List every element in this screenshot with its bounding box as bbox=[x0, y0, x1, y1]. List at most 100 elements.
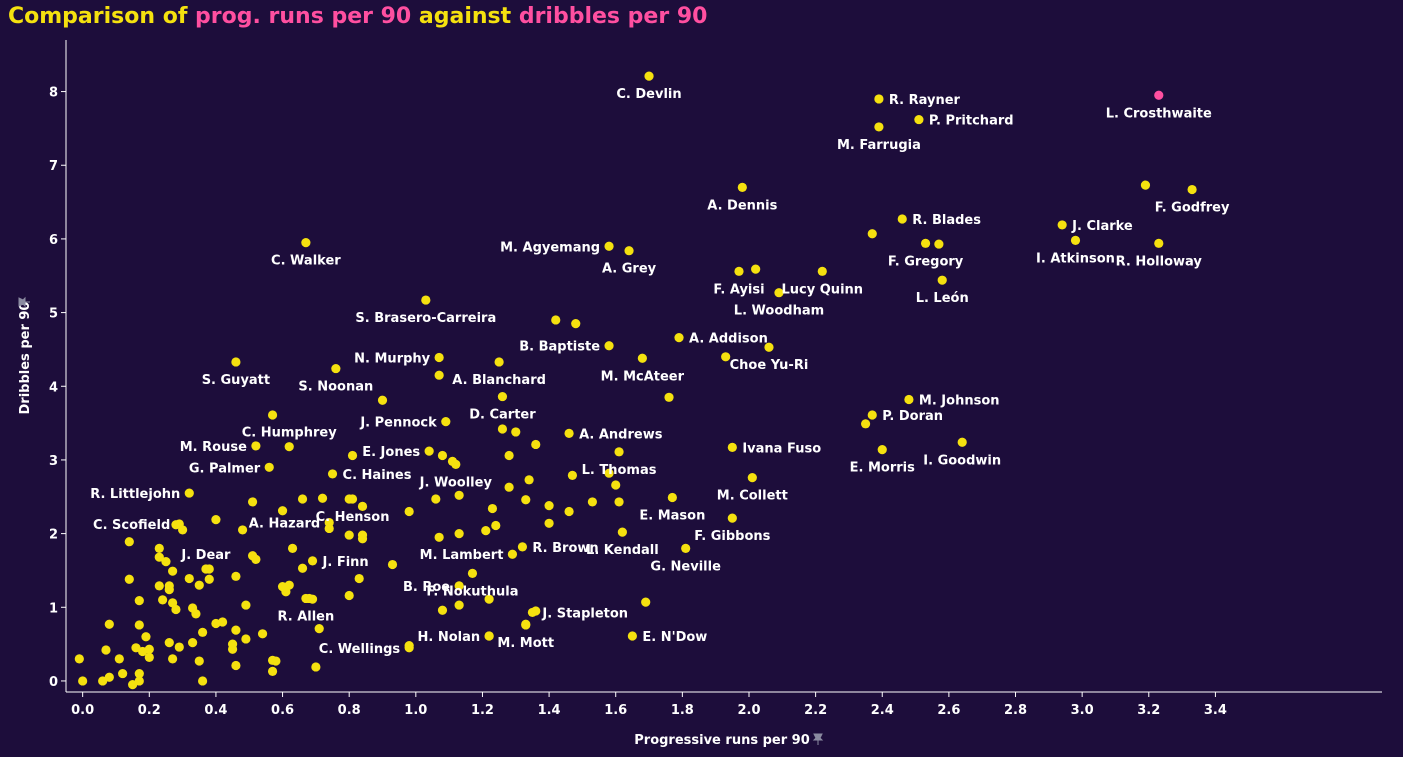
data-point-m-mcateer[interactable] bbox=[637, 353, 647, 363]
data-point[interactable] bbox=[484, 594, 494, 604]
data-point-ivana-fuso[interactable] bbox=[727, 442, 737, 453]
data-point[interactable] bbox=[1140, 180, 1151, 190]
data-point[interactable] bbox=[131, 643, 141, 653]
data-point[interactable] bbox=[144, 652, 154, 662]
data-point-e-mason[interactable] bbox=[667, 492, 677, 503]
data-point[interactable] bbox=[104, 672, 114, 682]
data-point[interactable] bbox=[281, 587, 291, 597]
data-point[interactable] bbox=[387, 559, 398, 570]
data-point[interactable] bbox=[454, 529, 464, 539]
data-point[interactable] bbox=[641, 597, 651, 607]
data-point-f-gregory[interactable] bbox=[920, 238, 931, 248]
data-point-m-collett[interactable] bbox=[747, 473, 757, 483]
data-point-p-doran[interactable] bbox=[867, 410, 877, 420]
data-point[interactable] bbox=[197, 676, 208, 686]
x-axis-pin-icon[interactable] bbox=[812, 733, 824, 745]
data-point[interactable] bbox=[184, 573, 194, 584]
data-point[interactable] bbox=[544, 501, 554, 511]
data-point[interactable] bbox=[481, 526, 491, 536]
data-point-a-dennis[interactable] bbox=[737, 182, 747, 192]
data-point-h-nolan[interactable] bbox=[484, 631, 494, 641]
data-point[interactable] bbox=[524, 475, 534, 485]
data-point-f-gibbons[interactable] bbox=[727, 513, 737, 523]
data-point[interactable] bbox=[174, 642, 184, 652]
data-point[interactable] bbox=[101, 645, 111, 655]
data-point[interactable] bbox=[604, 468, 614, 478]
data-point-lucy-quinn[interactable] bbox=[817, 266, 827, 276]
data-point[interactable] bbox=[114, 654, 124, 664]
data-point-f-ayisi[interactable] bbox=[734, 266, 744, 276]
data-point-l-le-n[interactable] bbox=[937, 275, 947, 285]
data-point-r-brown[interactable] bbox=[517, 542, 528, 552]
data-point[interactable] bbox=[171, 604, 181, 615]
data-point[interactable] bbox=[614, 497, 624, 507]
data-point[interactable] bbox=[154, 543, 164, 553]
data-point[interactable] bbox=[104, 619, 114, 629]
data-point-c-henson[interactable] bbox=[347, 494, 358, 504]
data-point[interactable] bbox=[934, 239, 944, 249]
data-point[interactable] bbox=[267, 655, 278, 665]
data-point-l-woodham[interactable] bbox=[774, 288, 784, 298]
data-point-c-walker[interactable] bbox=[301, 237, 311, 248]
data-point-a-blanchard[interactable] bbox=[494, 357, 504, 367]
data-point[interactable] bbox=[194, 580, 204, 590]
data-point-b-roe[interactable] bbox=[454, 581, 464, 591]
data-point[interactable] bbox=[867, 229, 877, 239]
data-point[interactable] bbox=[504, 450, 514, 461]
data-point[interactable] bbox=[134, 676, 144, 686]
data-point[interactable] bbox=[344, 590, 354, 601]
data-point-m-mott[interactable] bbox=[521, 620, 531, 630]
data-point[interactable] bbox=[267, 410, 278, 420]
data-point[interactable] bbox=[491, 520, 501, 531]
data-point[interactable] bbox=[297, 563, 308, 573]
data-point-d-carter[interactable] bbox=[497, 391, 508, 402]
data-point-r-littlejohn[interactable] bbox=[184, 488, 194, 498]
data-point[interactable] bbox=[124, 537, 134, 547]
data-point[interactable] bbox=[231, 625, 241, 635]
data-point[interactable] bbox=[134, 596, 144, 606]
data-point[interactable] bbox=[347, 450, 358, 461]
data-point[interactable] bbox=[564, 506, 574, 517]
data-point[interactable] bbox=[154, 552, 164, 562]
data-point[interactable] bbox=[317, 493, 328, 503]
data-point[interactable] bbox=[751, 264, 761, 274]
data-point-a-andrews[interactable] bbox=[564, 428, 574, 439]
data-point[interactable] bbox=[860, 419, 871, 429]
data-point[interactable] bbox=[434, 532, 444, 542]
data-point-m-lambert[interactable] bbox=[507, 549, 518, 559]
data-point[interactable] bbox=[134, 620, 144, 630]
data-point-a-grey[interactable] bbox=[624, 246, 634, 256]
data-point[interactable] bbox=[267, 666, 278, 676]
data-point[interactable] bbox=[231, 571, 241, 581]
data-point[interactable] bbox=[257, 629, 268, 639]
data-point-m-rouse[interactable] bbox=[251, 441, 261, 451]
data-point-g-palmer[interactable] bbox=[264, 462, 274, 472]
data-point[interactable] bbox=[251, 554, 261, 564]
data-point[interactable] bbox=[241, 600, 251, 610]
data-point-c-haines[interactable] bbox=[327, 469, 338, 479]
data-point[interactable] bbox=[227, 639, 238, 649]
data-point-e-morris[interactable] bbox=[877, 445, 887, 455]
data-point[interactable] bbox=[587, 497, 598, 507]
data-point[interactable] bbox=[211, 618, 221, 629]
data-point[interactable] bbox=[188, 638, 198, 648]
data-point[interactable] bbox=[188, 603, 198, 613]
data-point-f-nokuthula[interactable] bbox=[467, 568, 478, 578]
data-point[interactable] bbox=[231, 660, 241, 671]
data-point[interactable] bbox=[504, 482, 514, 492]
data-point-j-pennock[interactable] bbox=[441, 417, 451, 427]
data-point[interactable] bbox=[204, 574, 214, 584]
data-point-r-allen[interactable] bbox=[301, 593, 311, 604]
data-point-choe-yu-ri[interactable] bbox=[764, 342, 774, 352]
data-point[interactable] bbox=[247, 497, 258, 507]
data-point[interactable] bbox=[344, 530, 354, 540]
data-point[interactable] bbox=[664, 392, 674, 402]
data-point-c-wellings[interactable] bbox=[404, 643, 414, 653]
data-point[interactable] bbox=[404, 506, 414, 517]
data-point-s-guyatt[interactable] bbox=[231, 357, 241, 367]
data-point[interactable] bbox=[154, 581, 164, 591]
data-point-j-finn[interactable] bbox=[307, 556, 318, 566]
data-point[interactable] bbox=[497, 424, 508, 434]
data-point[interactable] bbox=[118, 668, 128, 679]
y-axis-pin-icon[interactable] bbox=[18, 296, 30, 308]
